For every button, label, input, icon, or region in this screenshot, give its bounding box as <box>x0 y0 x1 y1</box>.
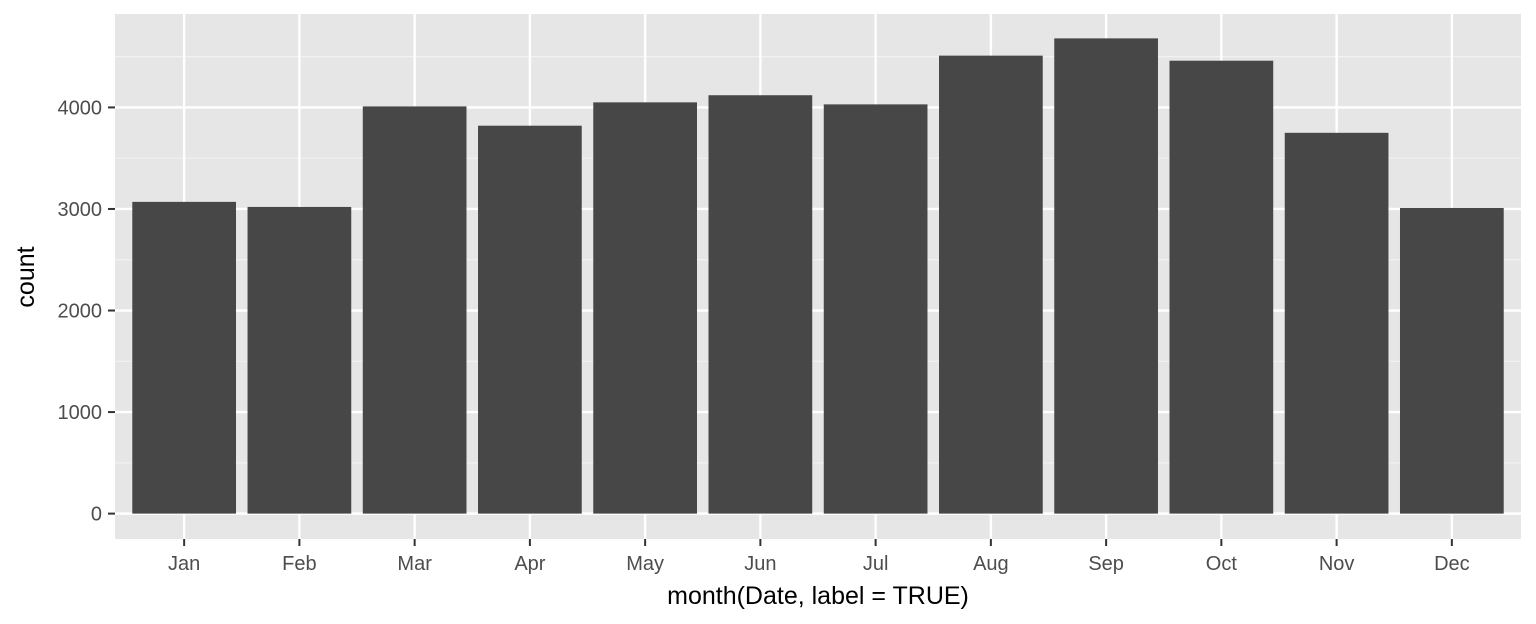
x-axis-title: month(Date, label = TRUE) <box>667 582 969 610</box>
y-tick-label: 1000 <box>58 402 103 424</box>
bar-jul <box>823 104 928 514</box>
bar-aug <box>939 55 1043 514</box>
x-tick-label: Dec <box>1434 553 1470 575</box>
y-axis-title: count <box>12 246 40 307</box>
y-tick-label: 4000 <box>58 97 103 119</box>
bar-oct <box>1169 60 1274 514</box>
bar-nov <box>1284 132 1389 514</box>
x-tick-label: May <box>626 553 664 575</box>
bar-mar <box>362 106 467 514</box>
y-tick-label: 3000 <box>58 199 103 221</box>
x-tick-label: Feb <box>282 553 316 575</box>
x-tick-label: Nov <box>1319 553 1355 575</box>
x-axis: Jan Feb Mar Apr May Jun Jul Aug Sep Oct Nov Dec <box>168 539 1470 575</box>
x-tick-label: Aug <box>973 553 1009 575</box>
x-tick-label: Jan <box>168 553 200 575</box>
x-tick-label: Jul <box>863 553 889 575</box>
y-axis: 0 1000 2000 3000 4000 <box>58 97 115 526</box>
bar-apr <box>478 125 582 514</box>
x-tick-label: Mar <box>397 553 432 575</box>
bar-sep <box>1054 38 1158 514</box>
bars <box>132 38 1504 514</box>
x-tick-label: Apr <box>514 553 545 575</box>
bar-dec <box>1399 207 1504 514</box>
x-tick-label: Sep <box>1088 553 1124 575</box>
bar-feb <box>247 206 352 514</box>
bar-jun <box>708 95 813 514</box>
y-tick-label: 0 <box>91 504 102 526</box>
x-tick-label: Oct <box>1206 553 1238 575</box>
y-tick-label: 2000 <box>58 301 103 323</box>
bar-may <box>593 102 697 514</box>
x-tick-label: Jun <box>744 553 776 575</box>
bar-jan <box>132 201 237 514</box>
